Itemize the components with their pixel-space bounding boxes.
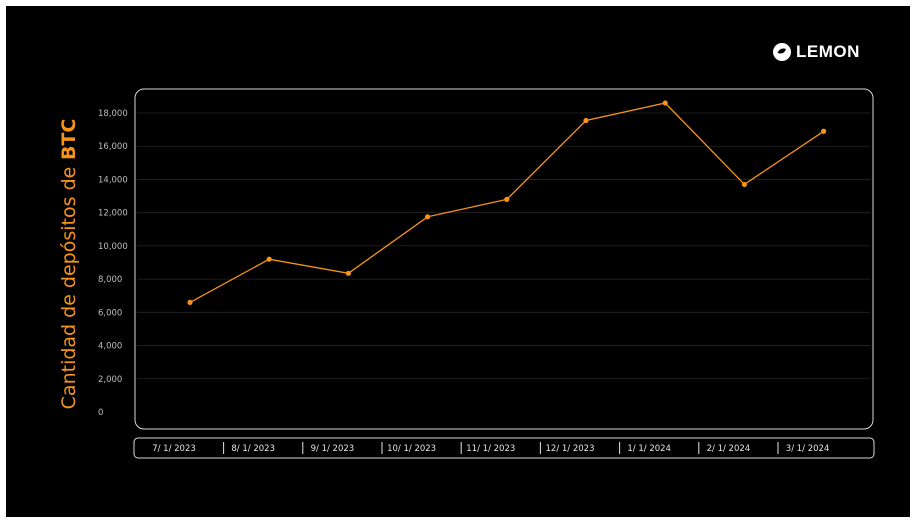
series-line (189, 102, 824, 303)
x-category-label: 8/ 1/ 2023 (231, 444, 275, 454)
y-tick-label: 6,000 (98, 308, 122, 318)
y-tick-label: 0 (98, 408, 103, 418)
data-point (741, 181, 748, 188)
y-tick-label: 2,000 (98, 375, 122, 385)
data-point (662, 100, 668, 106)
x-category-label: 9/ 1/ 2023 (311, 444, 355, 454)
y-tick-label: 12,000 (98, 209, 128, 219)
brand-logo: LEMON (772, 41, 860, 63)
chart-frame: LEMON Cantidad de depósitos de BTC 0 2,00… (6, 6, 910, 517)
plot-area-border (134, 88, 874, 430)
x-category-label: 3/ 1/ 2024 (786, 444, 830, 454)
x-category-label: 1/ 1/ 2024 (627, 444, 671, 454)
brand-name: LEMON (796, 42, 860, 61)
data-points (187, 100, 827, 305)
x-category-label: 10/ 1/ 2023 (387, 444, 436, 454)
data-point (266, 256, 272, 262)
x-category-label: 12/ 1/ 2023 (546, 444, 595, 454)
data-point (821, 128, 827, 134)
lemon-logo-icon (773, 43, 791, 61)
x-category-label: 2/ 1/ 2024 (707, 444, 751, 454)
data-point (187, 299, 193, 305)
y-tick-label: 10,000 (98, 242, 128, 252)
y-tick-label: 18,000 (98, 109, 128, 119)
line-chart: 0 2,000 4,000 6,000 8,000 10,000 12,000 14,000 1… (98, 88, 875, 459)
category-bar (133, 437, 875, 459)
data-point (504, 196, 510, 202)
data-point (425, 214, 431, 220)
data-point (345, 270, 351, 276)
y-tick-label: 14,000 (98, 175, 128, 185)
y-tick-label: 4,000 (98, 342, 122, 352)
x-category-label: 11/ 1/ 2023 (466, 444, 515, 454)
x-axis-categories: 7/ 1/ 2023 8/ 1/ 2023 9/ 1/ 2023 10/ 1/ 202… (152, 442, 829, 454)
y-tick-label: 16,000 (98, 142, 128, 152)
x-category-label: 7/ 1/ 2023 (152, 444, 196, 454)
gridlines (137, 112, 870, 380)
y-tick-label: 8,000 (98, 275, 122, 285)
data-point (583, 117, 589, 124)
y-axis-ticks: 0 2,000 4,000 6,000 8,000 10,000 12,000 14,000 1… (98, 109, 128, 418)
